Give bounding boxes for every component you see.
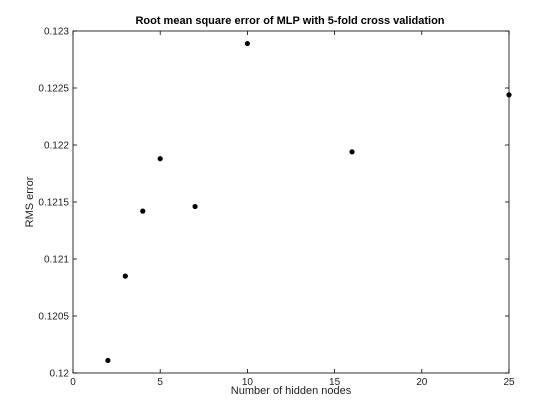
data-points bbox=[105, 40, 512, 364]
data-point bbox=[244, 40, 250, 47]
data-point bbox=[105, 357, 111, 364]
x-tick-label: 25 bbox=[503, 377, 515, 388]
y-tick-label: 0.121 bbox=[44, 255, 69, 266]
y-tick-label: 0.1205 bbox=[38, 312, 69, 323]
data-point bbox=[349, 149, 355, 155]
y-axis: 0.12 0.1205 0.121 0.1215 0.122 0.1225 0.123 bbox=[38, 27, 509, 380]
x-tick-label: 10 bbox=[242, 377, 254, 388]
data-point bbox=[140, 208, 146, 214]
data-point bbox=[192, 203, 198, 210]
x-tick-label: 0 bbox=[70, 377, 76, 388]
data-point bbox=[122, 273, 128, 279]
y-tick-label: 0.12 bbox=[50, 369, 70, 380]
x-axis: 0 5 10 15 20 25 bbox=[70, 31, 515, 388]
chart-title: Root mean square error of MLP with 5-fol… bbox=[135, 15, 444, 27]
x-tick-label: 15 bbox=[329, 377, 341, 388]
x-tick-label: 20 bbox=[416, 377, 428, 388]
x-axis-label: Number of hidden nodes bbox=[231, 385, 352, 397]
y-tick-label: 0.1215 bbox=[38, 198, 69, 209]
data-point bbox=[157, 156, 163, 162]
y-axis-label: RMS error bbox=[24, 176, 36, 227]
y-tick-label: 0.1225 bbox=[38, 84, 69, 95]
y-tick-label: 0.123 bbox=[44, 27, 69, 38]
y-tick-label: 0.122 bbox=[44, 141, 69, 152]
plot-frame bbox=[72, 30, 510, 374]
data-point bbox=[506, 92, 512, 98]
x-tick-label: 5 bbox=[157, 377, 163, 388]
